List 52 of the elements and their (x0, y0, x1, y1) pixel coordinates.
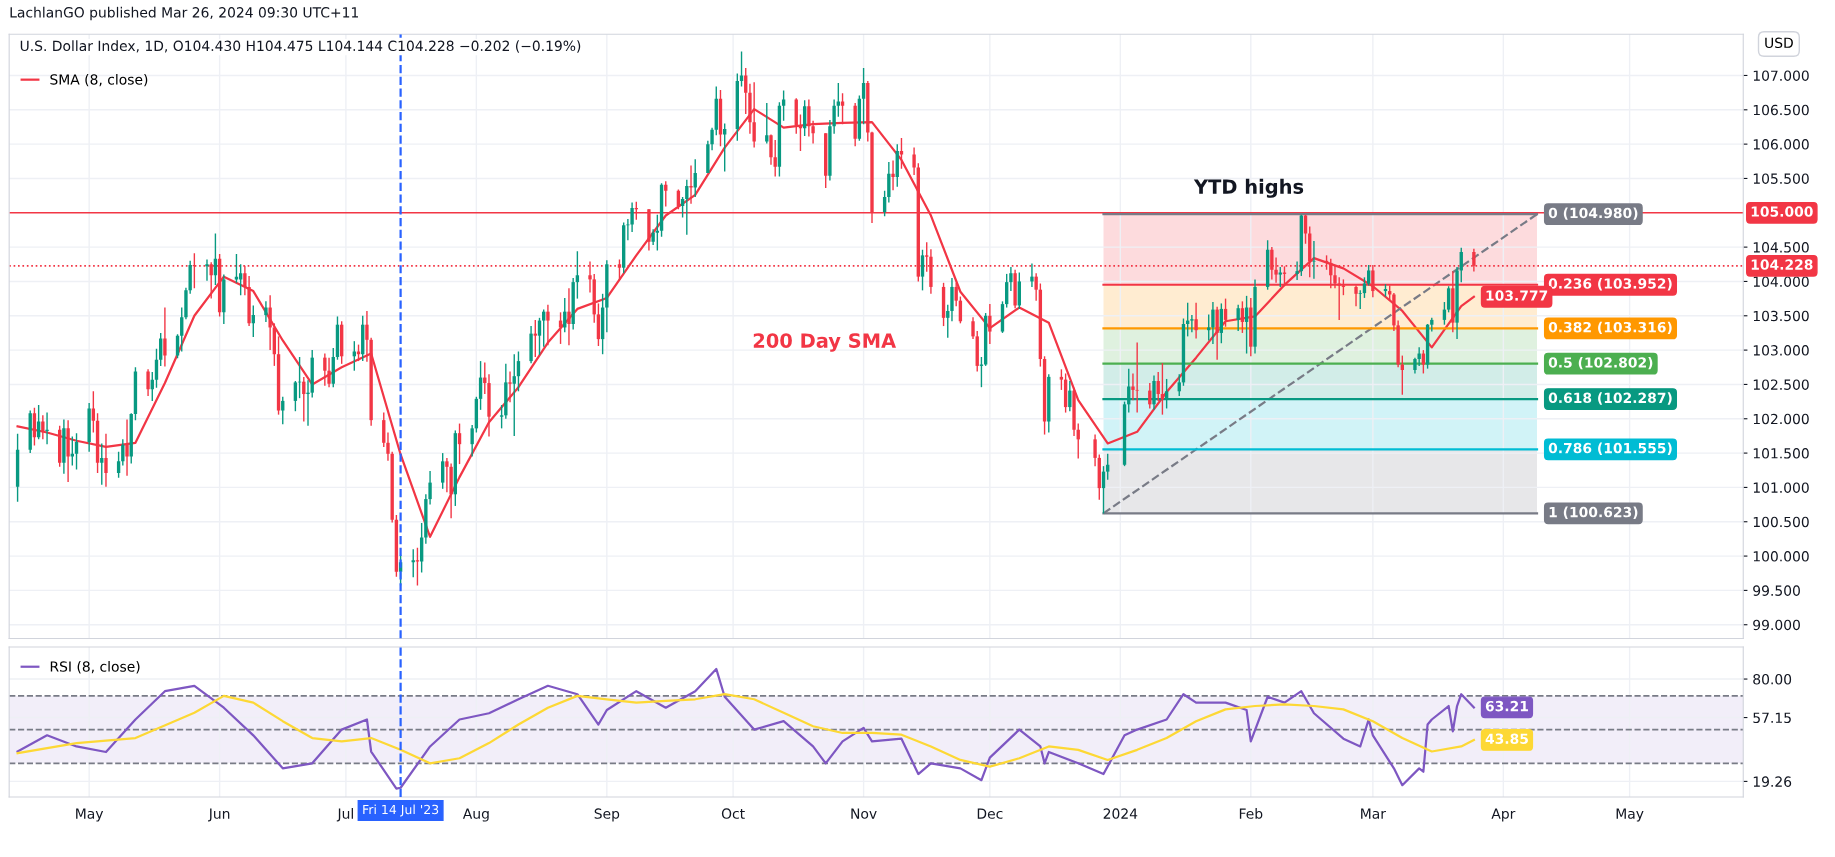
y-tick-label: 101.500 (1753, 448, 1809, 459)
y-tick-label: 102.000 (1753, 413, 1809, 425)
annotation: 103.777 (1486, 290, 1548, 301)
y-axis-title: USD (1765, 37, 1793, 49)
y-tick-label: 101.000 (1753, 482, 1809, 493)
x-tick-label: May (76, 808, 104, 822)
y-tick-label: 105.500 (1753, 173, 1809, 184)
chart-title: LachlanGO published Mar 26, 2024 09:30 UTC+11 (10, 6, 358, 21)
annotation: 0.786 (101.555) (1548, 442, 1672, 455)
ref-line-label: 104.228 (1751, 259, 1813, 270)
y-tick-label: 80.00 (1753, 674, 1792, 685)
y-tick-label: 19.26 (1753, 776, 1792, 787)
legend-label: SMA (8, close) (50, 73, 148, 87)
x-tick-label: Jun (208, 808, 230, 822)
y-tick-label: 100.000 (1753, 551, 1809, 562)
annotation: 1 (100.623) (1549, 506, 1638, 519)
y-tick-label: 106.000 (1753, 139, 1809, 150)
x-tick-label: Dec (977, 808, 1003, 819)
y-tick-label: 104.000 (1753, 276, 1809, 287)
x-tick-label: Apr (1491, 808, 1516, 822)
y-tick-label: 103.000 (1753, 345, 1809, 356)
annotation: 0.618 (102.287) (1548, 392, 1672, 405)
x-tick-label: Mar (1361, 808, 1386, 819)
x-tick-label: May (1616, 808, 1644, 822)
annotation: 63.21 (1485, 700, 1528, 712)
y-tick-label: 104.500 (1753, 242, 1809, 253)
x-tick-label: 2024 (1103, 808, 1138, 819)
y-tick-label: 99.000 (1753, 619, 1800, 631)
chart-subtitle: U.S. Dollar Index, 1D, O104.430 H104.475 L104.144 C104.228 −0.202 (−0.19%) (20, 40, 581, 53)
y-tick-label: 102.500 (1753, 379, 1809, 390)
annotation: 0.382 (103.316) (1548, 321, 1672, 335)
x-tick-label: Nov (851, 808, 877, 819)
annotation: 0.5 (102.802) (1548, 356, 1653, 370)
annotation: 0.236 (103.952) (1548, 278, 1672, 291)
legend-label: RSI (8, close) (50, 661, 140, 674)
y-tick-label: 100.500 (1753, 516, 1809, 528)
annotation: 43.85 (1485, 733, 1528, 744)
x-tick-label: Aug (462, 808, 489, 822)
x-tick-label: Oct (721, 808, 745, 819)
y-tick-label: 103.500 (1753, 310, 1809, 322)
y-tick-label: 106.500 (1753, 104, 1809, 116)
annotation: 0 (104.980) (1548, 207, 1638, 220)
annotation: 200 Day SMA (753, 333, 897, 352)
annotation: YTD highs (1193, 178, 1304, 198)
x-tick-label: Jul (336, 808, 353, 822)
x-tick-label: Feb (1239, 808, 1263, 819)
y-tick-label: 57.15 (1753, 712, 1791, 724)
y-tick-label: 107.000 (1753, 70, 1809, 81)
ref-line-label: Fri 14 Jul '23 (363, 804, 439, 817)
x-tick-label: Sep (594, 808, 620, 822)
y-tick-label: 99.500 (1753, 585, 1800, 596)
ref-line-label: 105.000 (1751, 206, 1813, 217)
